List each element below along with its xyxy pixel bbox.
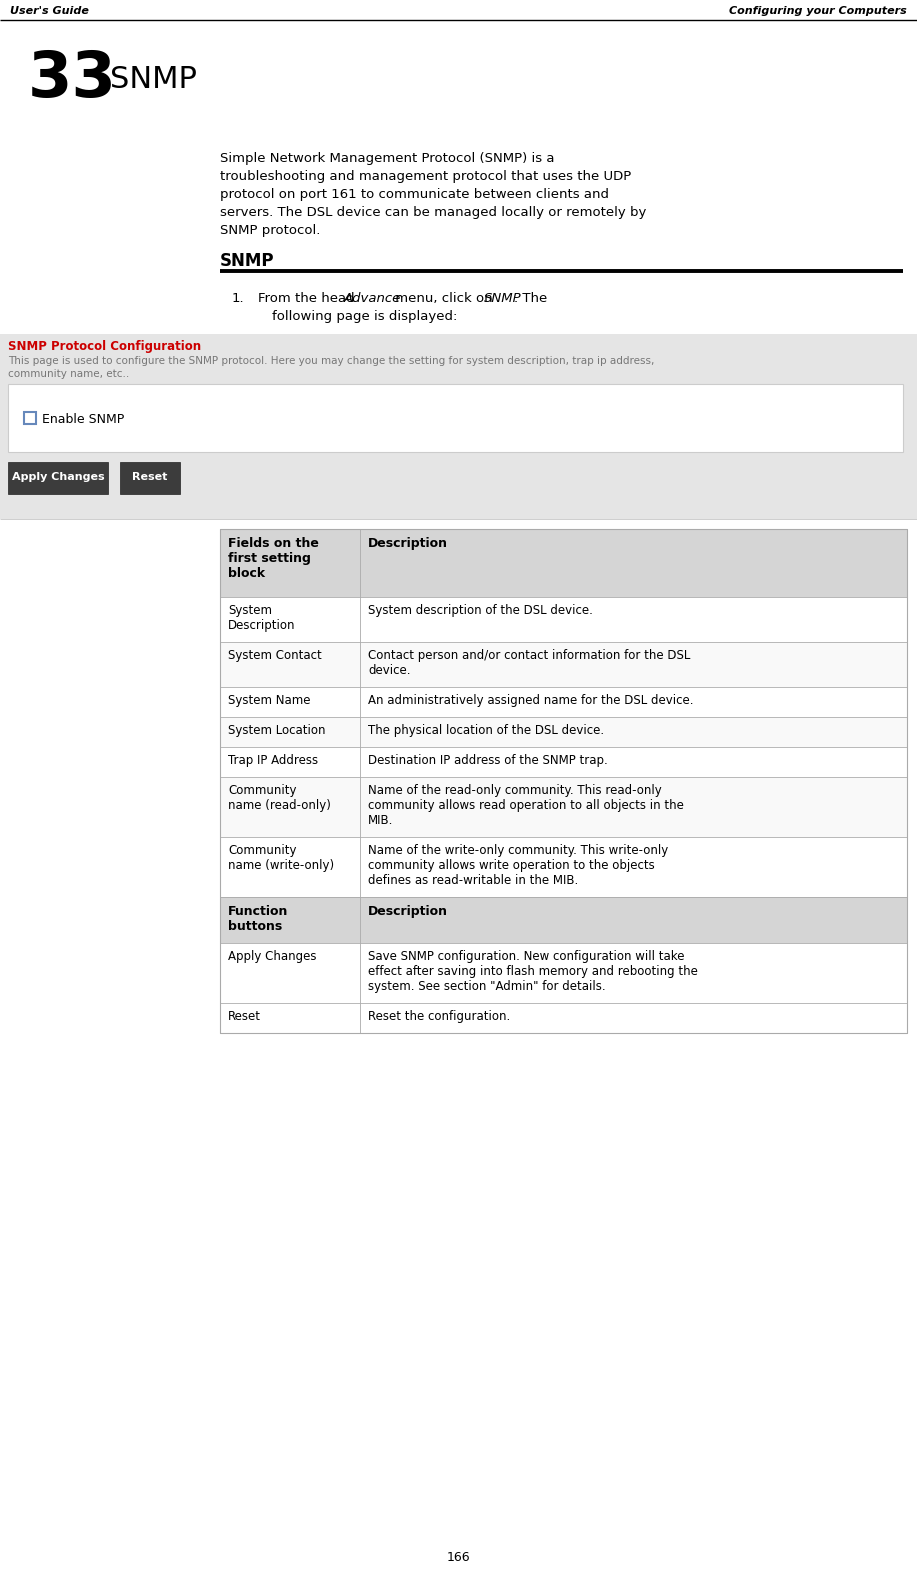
Text: Apply Changes: Apply Changes xyxy=(228,950,316,963)
Text: Destination IP address of the SNMP trap.: Destination IP address of the SNMP trap. xyxy=(368,754,608,767)
Text: Name of the read-only community. This read-only
community allows read operation : Name of the read-only community. This re… xyxy=(368,784,684,827)
Text: System Name: System Name xyxy=(228,694,311,706)
Text: protocol on port 161 to communicate between clients and: protocol on port 161 to communicate betw… xyxy=(220,188,609,201)
Text: User's Guide: User's Guide xyxy=(10,6,89,16)
Text: SNMP: SNMP xyxy=(110,65,197,93)
Bar xyxy=(24,412,36,425)
Text: Community
name (write-only): Community name (write-only) xyxy=(228,844,334,873)
Text: servers. The DSL device can be managed locally or remotely by: servers. The DSL device can be managed l… xyxy=(220,206,646,219)
Text: Community
name (read-only): Community name (read-only) xyxy=(228,784,331,813)
Text: Simple Network Management Protocol (SNMP) is a: Simple Network Management Protocol (SNMP… xyxy=(220,152,555,165)
Bar xyxy=(220,836,907,897)
Text: SNMP: SNMP xyxy=(220,252,274,269)
Text: Apply Changes: Apply Changes xyxy=(12,472,105,482)
Text: Reset the configuration.: Reset the configuration. xyxy=(368,1011,510,1023)
Bar xyxy=(220,942,907,1003)
Text: SNMP Protocol Configuration: SNMP Protocol Configuration xyxy=(8,341,201,353)
Bar xyxy=(220,748,907,778)
Text: 166: 166 xyxy=(447,1551,470,1563)
Text: 1.: 1. xyxy=(232,291,245,306)
Text: An administratively assigned name for the DSL device.: An administratively assigned name for th… xyxy=(368,694,693,706)
Text: Enable SNMP: Enable SNMP xyxy=(42,413,124,426)
Bar xyxy=(8,383,903,451)
Bar xyxy=(0,334,917,520)
Bar xyxy=(220,718,907,748)
Text: SNMP: SNMP xyxy=(484,291,522,306)
Text: System Location: System Location xyxy=(228,724,326,737)
Text: System
Description: System Description xyxy=(228,604,295,632)
Text: Description: Description xyxy=(368,537,448,550)
Bar xyxy=(120,463,180,494)
Text: . The: . The xyxy=(514,291,547,306)
Text: Fields on the
first setting
block: Fields on the first setting block xyxy=(228,537,319,580)
Text: Contact person and/or contact information for the DSL
device.: Contact person and/or contact informatio… xyxy=(368,649,691,676)
Text: System description of the DSL device.: System description of the DSL device. xyxy=(368,604,593,618)
Bar xyxy=(220,529,907,597)
Text: Function
buttons: Function buttons xyxy=(228,904,288,933)
Bar xyxy=(220,597,907,642)
Text: Description: Description xyxy=(368,904,448,919)
Text: Save SNMP configuration. New configuration will take
effect after saving into fl: Save SNMP configuration. New configurati… xyxy=(368,950,698,993)
Text: menu, click on: menu, click on xyxy=(391,291,497,306)
Bar xyxy=(220,529,907,1033)
Text: Trap IP Address: Trap IP Address xyxy=(228,754,318,767)
Bar xyxy=(220,778,907,836)
Text: Configuring your Computers: Configuring your Computers xyxy=(729,6,907,16)
Text: System Contact: System Contact xyxy=(228,649,322,662)
Text: The physical location of the DSL device.: The physical location of the DSL device. xyxy=(368,724,604,737)
Text: community name, etc..: community name, etc.. xyxy=(8,369,129,379)
Text: Reset: Reset xyxy=(228,1011,261,1023)
Bar xyxy=(220,1003,907,1033)
Text: From the head: From the head xyxy=(258,291,359,306)
Text: troubleshooting and management protocol that uses the UDP: troubleshooting and management protocol … xyxy=(220,169,631,184)
Bar xyxy=(220,642,907,687)
Bar xyxy=(220,897,907,942)
Text: This page is used to configure the SNMP protocol. Here you may change the settin: This page is used to configure the SNMP … xyxy=(8,356,655,366)
Text: Advance: Advance xyxy=(344,291,402,306)
Text: Name of the write-only community. This write-only
community allows write operati: Name of the write-only community. This w… xyxy=(368,844,668,887)
Bar xyxy=(220,687,907,718)
Text: following page is displayed:: following page is displayed: xyxy=(272,310,458,323)
Text: Reset: Reset xyxy=(132,472,168,482)
Text: SNMP protocol.: SNMP protocol. xyxy=(220,223,320,238)
Bar xyxy=(8,463,108,494)
Text: 33: 33 xyxy=(28,48,117,109)
